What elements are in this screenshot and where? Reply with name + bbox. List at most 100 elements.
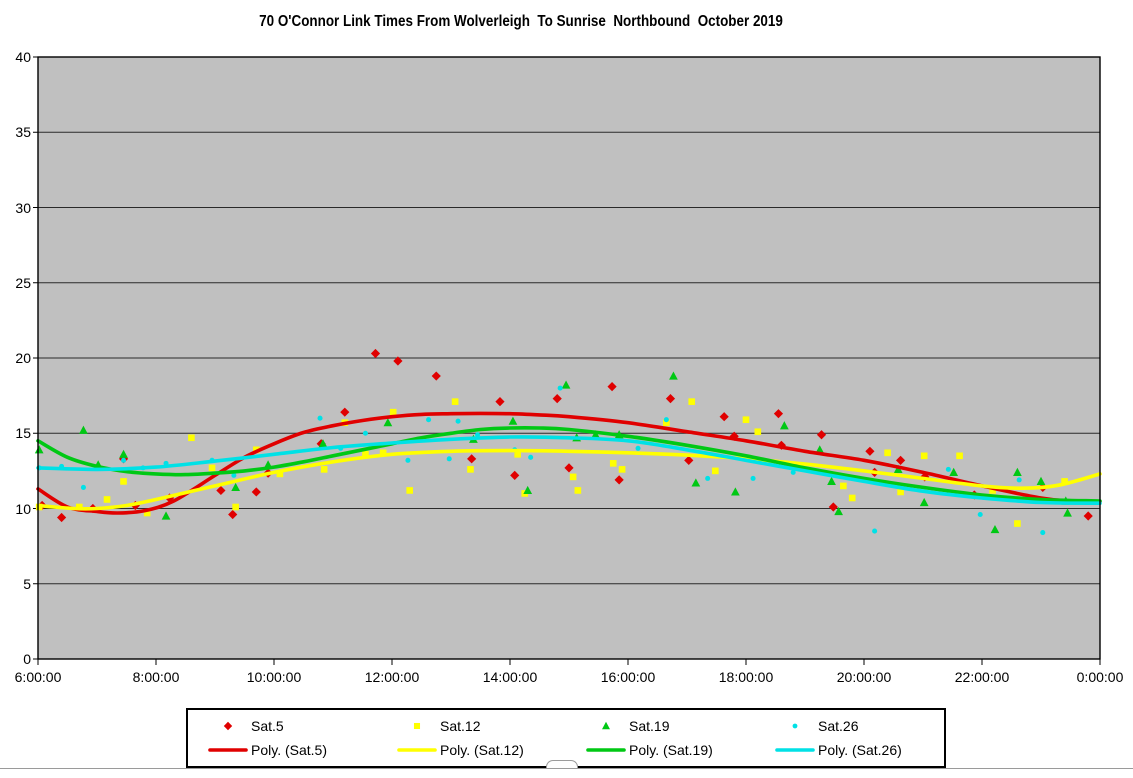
x-tick-label: 20:00:00: [836, 669, 892, 685]
point-square: [609, 460, 617, 467]
point-square: [120, 478, 127, 485]
point-diamond: [216, 485, 226, 496]
legend-marker: [397, 719, 437, 733]
legend-marker: [208, 743, 248, 757]
point-dot: [977, 511, 983, 518]
legend-item[interactable]: Sat.12: [377, 718, 566, 734]
point-diamond: [228, 509, 238, 520]
axis-ticks: [33, 56, 1101, 665]
point-triangle: [161, 511, 171, 520]
legend-label: Poly. (Sat.26): [818, 742, 902, 758]
point-dot: [557, 385, 563, 391]
legend-triangle-icon: [602, 721, 610, 730]
point-dot: [792, 723, 798, 729]
legend-item[interactable]: Poly. (Sat.5): [188, 742, 377, 758]
point-square: [754, 428, 762, 436]
legend-label: Sat.5: [251, 718, 284, 734]
point-triangle: [919, 497, 929, 507]
point-diamond: [393, 356, 403, 366]
legend-row-series: Sat.5 Sat.12 Sat.19 Sat.26: [188, 718, 944, 734]
legend-marker: [586, 743, 626, 757]
point-dot: [635, 445, 641, 451]
point-dot: [872, 528, 878, 534]
point-dot: [475, 432, 481, 438]
legend-marker: [586, 719, 626, 733]
point-square: [884, 449, 891, 457]
point-diamond: [510, 470, 520, 480]
legend-label: Poly. (Sat.12): [440, 742, 524, 758]
point-dot: [1016, 477, 1022, 483]
point-diamond: [828, 502, 838, 512]
point-diamond: [340, 407, 350, 417]
legend-label: Sat.12: [440, 718, 481, 734]
point-triangle: [602, 721, 610, 730]
point-diamond: [665, 394, 676, 404]
point-dot: [121, 457, 127, 463]
point-dot: [446, 456, 452, 462]
chart-title-text: 70 O'Connor Link Times From Wolverleigh …: [259, 13, 783, 30]
point-dot: [945, 466, 951, 472]
point-diamond: [895, 455, 906, 465]
point-square: [320, 466, 328, 473]
point-triangle: [79, 425, 88, 434]
point-square: [451, 398, 459, 405]
legend-item[interactable]: Sat.26: [755, 718, 944, 734]
point-square: [389, 408, 397, 416]
legend-diamond-icon: [223, 721, 233, 731]
point-square: [1061, 478, 1068, 485]
point-square: [208, 464, 216, 472]
point-triangle: [779, 421, 789, 430]
point-square: [956, 452, 963, 460]
point-triangle: [1036, 476, 1046, 485]
x-tick-label: 6:00:00: [14, 669, 62, 685]
legend-dot-icon: [792, 723, 798, 729]
point-triangle: [119, 449, 128, 458]
point-square: [1014, 520, 1021, 527]
legend-item[interactable]: Poly. (Sat.12): [377, 742, 566, 758]
legend-item[interactable]: Sat.5: [188, 718, 377, 734]
point-dot: [1040, 530, 1046, 536]
legend-item[interactable]: Poly. (Sat.19): [566, 742, 755, 758]
plot-frame: [37, 56, 1101, 660]
legend-label: Poly. (Sat.19): [629, 742, 713, 758]
legend-line-swatch: [397, 748, 437, 752]
point-triangle: [949, 467, 959, 476]
trendline-Poly.-Sat.19-[interactable]: [36, 425, 1102, 503]
point-diamond: [370, 348, 381, 359]
point-dot: [362, 430, 368, 436]
point-diamond: [719, 412, 729, 422]
point-dot: [455, 418, 461, 424]
legend-item[interactable]: Poly. (Sat.26): [755, 742, 944, 758]
pane-grip[interactable]: [546, 760, 578, 768]
point-diamond: [614, 475, 624, 485]
point-triangle: [731, 487, 740, 496]
x-tick-label: 8:00:00: [132, 669, 180, 685]
point-diamond: [816, 430, 827, 440]
y-tick-label: 10: [15, 500, 31, 517]
x-tick-label: 10:00:00: [246, 669, 302, 685]
point-diamond: [251, 487, 261, 497]
point-triangle: [508, 416, 518, 425]
point-dot: [750, 475, 756, 481]
legend[interactable]: Sat.5 Sat.12 Sat.19 Sat.26 Poly. (Sat.5) Pol…: [186, 708, 946, 768]
point-diamond: [552, 394, 562, 404]
point-square: [569, 473, 577, 481]
trendline-Poly.-Sat.26-[interactable]: [36, 435, 1102, 505]
point-square: [712, 467, 719, 475]
legend-item[interactable]: Sat.19: [566, 718, 755, 734]
trendline-Poly.-Sat.12-[interactable]: [36, 448, 1102, 511]
trendline-Poly.-Sat.5-[interactable]: [36, 411, 1102, 515]
point-triangle: [990, 524, 1000, 534]
point-triangle: [691, 478, 701, 487]
y-tick-label: 5: [23, 575, 31, 592]
legend-line-swatch: [586, 748, 626, 752]
y-tick-label: 25: [15, 274, 31, 291]
point-dot: [426, 417, 432, 423]
point-diamond: [607, 381, 617, 392]
point-triangle: [318, 439, 328, 448]
point-triangle: [34, 445, 44, 454]
point-diamond: [865, 446, 875, 456]
point-triangle: [523, 485, 533, 495]
